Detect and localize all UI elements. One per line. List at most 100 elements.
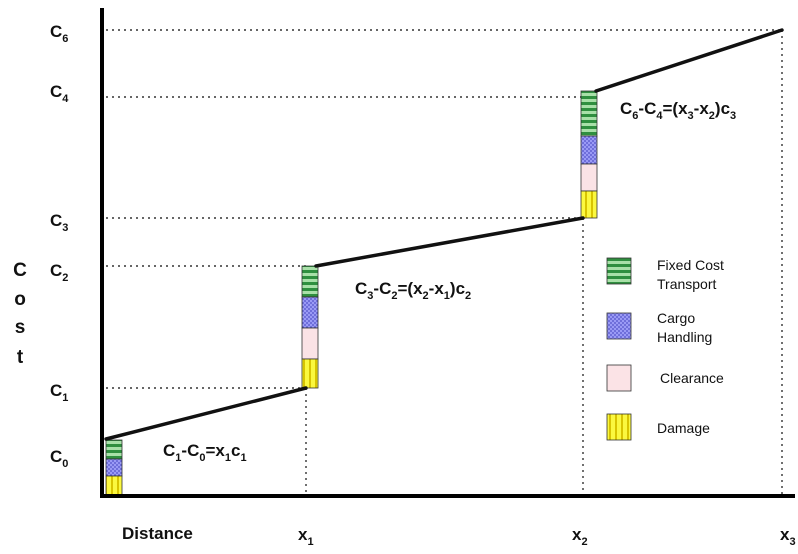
equation-term: =x [205,441,225,460]
equation-subscript: 3 [688,110,694,122]
legend-swatch-fixed-cost-transport [606,257,632,285]
legend-swatch-damage [606,413,632,441]
segment-2 [314,216,585,268]
x-tick-label-x2: x2 [572,525,588,548]
cost-stack-x2 [580,90,598,219]
tick-base: C [50,381,62,400]
y-tick-label-c1: C1 [50,381,68,404]
block-clearance [301,327,319,360]
equation-subscript: 3 [367,290,373,302]
legend-label-line: Damage [657,420,710,436]
equation-subscript: 4 [656,110,663,122]
equation-subscript: 2 [709,110,715,122]
block-clearance [580,163,598,192]
cost-stack-origin [105,439,123,497]
equation-term: -x [429,279,445,298]
tick-base: C [50,82,62,101]
tick-base: x [780,525,790,544]
block-damage [301,358,319,389]
equation-subscript: 1 [175,452,181,464]
block-cargo-handling [301,296,319,329]
equation-subscript: 1 [225,452,231,464]
equation-term: )c [715,99,730,118]
tick-base: C [50,211,62,230]
equation-term: c [231,441,240,460]
equation-subscript: 0 [199,452,205,464]
equation-term: -C [638,99,656,118]
legend-item-fixed-cost-transport: Fixed Cost Transport [606,257,724,292]
y-tick-label-c4: C4 [50,82,69,105]
block-fixed-cost-transport [105,439,123,460]
x-tick-label-x1: x1 [298,525,314,548]
tick-subscript: 4 [62,93,69,105]
cost-stack-x1 [301,265,319,389]
y-tick-label-c3: C3 [50,211,68,234]
tick-subscript: 2 [581,536,587,548]
x-axis-labels: Distance x1 x2 x3 [122,524,796,548]
equation-term: C [620,99,632,118]
tick-base: C [50,261,62,280]
axes [100,8,795,498]
y-axis-title-letter: o [14,289,26,310]
equation-term: =(x [397,279,423,298]
equation-subscript: 1 [444,290,450,302]
equation-term: -x [694,99,710,118]
y-axis-title-letter: C [13,260,27,281]
equation-segment-1: C1-C0=x1c1 [163,441,247,464]
segment-1 [104,386,308,441]
legend-label-line: Clearance [660,370,724,386]
tick-base: x [298,525,308,544]
y-axis-title: C o s t [13,260,27,368]
y-tick-labels: C6 C4 C3 C2 C1 C0 [50,22,69,470]
y-tick-label-c2: C2 [50,261,68,284]
tick-subscript: 1 [307,536,313,548]
equation-term: -C [181,441,199,460]
tick-subscript: 0 [62,458,68,470]
y-axis-title-letter: s [15,317,26,338]
equation-segment-3: C6-C4=(x3-x2)c3 [620,99,736,122]
tick-subscript: 6 [62,33,68,45]
tick-base: x [572,525,582,544]
legend-label-line: Fixed Cost [657,257,724,273]
y-tick-label-c0: C0 [50,447,68,470]
equation-segment-2: C3-C2=(x2-x1)c2 [355,279,471,302]
y-axis-title-letter: t [17,347,24,368]
equation-subscript: 2 [391,290,397,302]
tick-subscript: 2 [62,272,68,284]
equation-subscript: 3 [730,110,736,122]
legend-swatch-cargo-handling [606,312,632,340]
equation-subscript: 6 [632,110,638,122]
legend-label-line: Cargo [657,310,695,326]
block-damage [580,190,598,219]
legend-item-cargo-handling: Cargo Handling [606,310,712,345]
tick-subscript: 1 [62,392,68,404]
y-tick-label-c6: C6 [50,22,68,45]
block-fixed-cost-transport [301,265,319,298]
x-axis-title: Distance [122,524,193,543]
block-fixed-cost-transport [580,90,598,137]
equation-subscript: 2 [465,290,471,302]
legend-label-line: Handling [657,329,712,345]
legend-swatch-clearance [606,364,632,392]
equation-term: -C [373,279,391,298]
segment-3 [594,28,784,93]
equation-term: )c [450,279,465,298]
tick-base: C [50,447,62,466]
legend-item-clearance: Clearance [606,364,724,392]
legend-label-line: Transport [657,276,717,292]
equation-term: C [163,441,175,460]
tick-base: C [50,22,62,41]
block-cargo-handling [580,135,598,165]
equation-subscript: 2 [423,290,429,302]
equation-subscript: 1 [240,452,246,464]
legend-item-damage: Damage [606,413,710,441]
tick-subscript: 3 [789,536,795,548]
equation-term: =(x [662,99,688,118]
block-cargo-handling [105,458,123,477]
guide-lines [106,29,783,496]
block-damage [105,475,123,497]
cost-curve [104,28,784,441]
equation-term: C [355,279,367,298]
legend: Fixed Cost Transport Cargo Handling Clea… [606,257,724,441]
